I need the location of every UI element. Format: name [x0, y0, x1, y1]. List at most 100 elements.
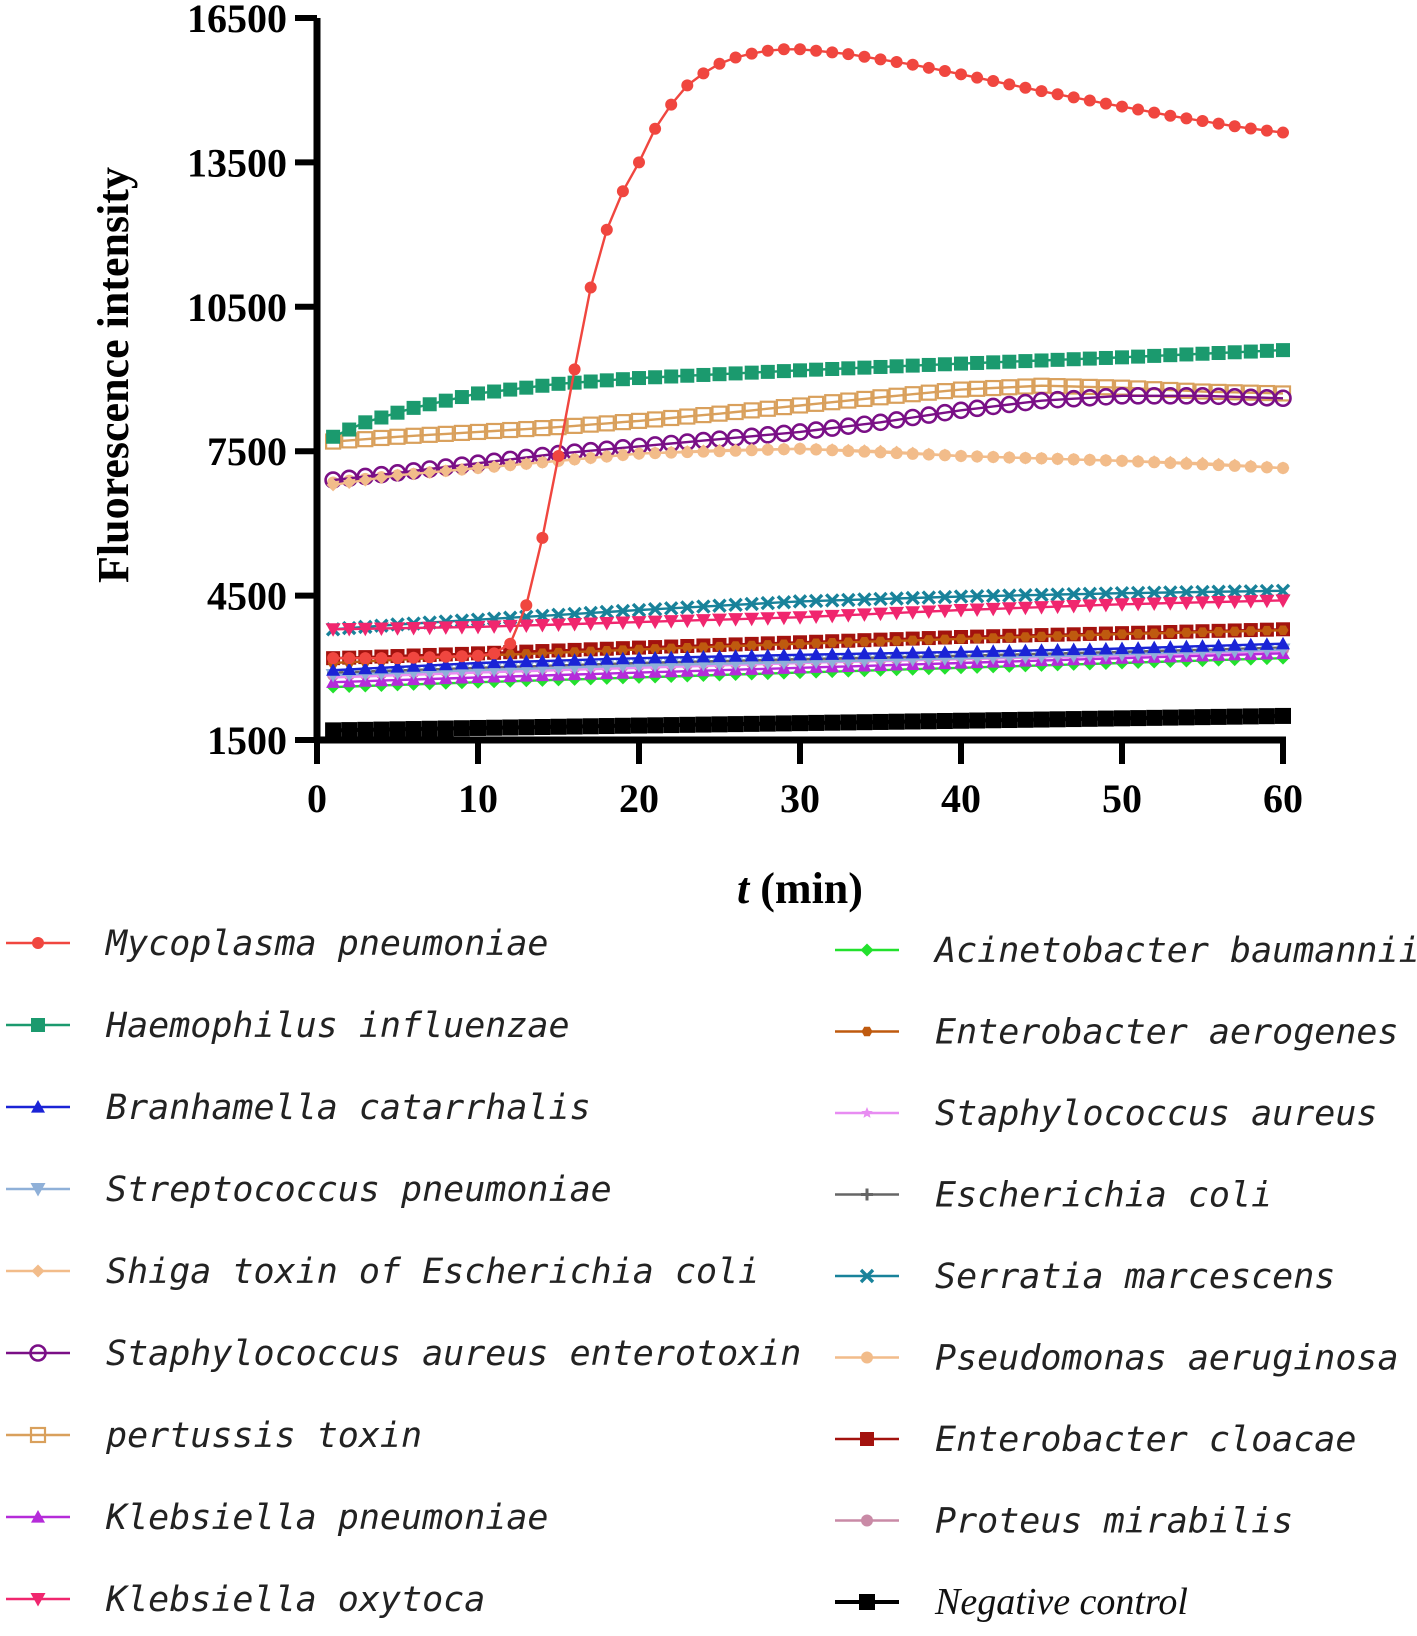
data-point: [857, 444, 871, 458]
data-point: [1019, 81, 1032, 94]
data-point: [406, 621, 422, 636]
legend-item: pertussis toxin: [6, 1416, 422, 1456]
data-point: [1034, 587, 1049, 603]
data-point: [777, 442, 791, 456]
data-point: [857, 592, 872, 607]
legend-item: Enterobacter cloacae: [835, 1420, 1356, 1460]
legend-label: Streptococcus pneumoniae: [106, 1170, 612, 1210]
legend-item: Pseudomonas aeruginosa: [835, 1339, 1399, 1379]
data-point: [1065, 711, 1082, 728]
data-point: [358, 661, 373, 675]
data-point: [552, 450, 565, 463]
data-point: [600, 449, 614, 463]
data-point: [357, 431, 374, 448]
data-point: [1018, 354, 1033, 369]
data-point: [873, 607, 888, 622]
data-point: [697, 642, 709, 652]
data-point: [359, 652, 372, 665]
data-point: [841, 646, 856, 660]
data-point: [921, 645, 936, 659]
data-point: [567, 375, 582, 390]
data-point: [760, 648, 775, 662]
legend-label: Staphylococcus aureus enterotoxin: [106, 1334, 801, 1374]
data-point: [342, 475, 356, 489]
data-point: [503, 655, 518, 668]
data-point: [985, 379, 1002, 397]
data-point: [583, 617, 599, 632]
data-point: [679, 614, 695, 629]
data-point: [873, 646, 888, 659]
data-point: [1001, 379, 1018, 396]
data-point: [454, 621, 470, 635]
data-point: [842, 48, 855, 61]
data-point: [809, 362, 824, 377]
data-point: [904, 386, 921, 403]
data-point: [921, 590, 937, 605]
data-point: [875, 636, 886, 647]
data-point: [1148, 628, 1160, 639]
legend-item: Acinetobacter baumannii: [835, 931, 1417, 971]
data-point: [1050, 587, 1065, 602]
data-point: [954, 644, 968, 658]
data-point: [986, 450, 1000, 464]
legend-label: pertussis toxin: [105, 1416, 422, 1456]
data-point: [406, 659, 421, 672]
data-point: [937, 604, 953, 619]
data-point: [437, 425, 454, 442]
data-point: [1099, 97, 1112, 110]
data-point: [326, 478, 340, 492]
data-point: [358, 415, 373, 430]
data-point: [325, 623, 341, 637]
data-point: [519, 654, 534, 668]
data-point: [487, 655, 502, 669]
data-point: [1050, 600, 1066, 615]
data-point: [1211, 638, 1226, 652]
data-point: [504, 637, 517, 650]
data-point: [712, 613, 727, 628]
data-point: [584, 451, 598, 465]
data-point: [743, 402, 760, 419]
data-point: [762, 640, 774, 650]
data-point: [502, 421, 519, 439]
data-point: [535, 378, 550, 393]
data-point: [1244, 122, 1257, 135]
data-point: [952, 401, 970, 420]
data-point: [647, 615, 663, 630]
data-point: [325, 722, 342, 739]
data-point: [550, 718, 567, 735]
data-point: [1083, 453, 1097, 467]
data-point: [746, 640, 758, 651]
data-point: [1245, 626, 1257, 636]
data-point: [454, 390, 469, 405]
x-axis-title-unit: (min): [749, 864, 863, 913]
data-point: [422, 397, 437, 412]
data-point: [1003, 632, 1015, 643]
legend-label: Mycoplasma pneumoniae: [104, 924, 549, 964]
legend-item: Klebsiella pneumoniae: [6, 1498, 549, 1538]
data-point: [453, 720, 470, 737]
y-tick-label: 10500: [187, 285, 287, 330]
data-point: [341, 722, 358, 739]
data-point: [566, 718, 583, 735]
data-point: [665, 643, 677, 654]
data-point: [327, 652, 340, 665]
data-point: [664, 369, 679, 384]
data-point: [905, 590, 920, 606]
data-point: [824, 593, 840, 608]
data-point: [664, 445, 678, 459]
data-point: [1146, 597, 1162, 611]
data-point: [1180, 627, 1192, 638]
data-point: [1082, 642, 1097, 655]
data-point: [357, 721, 374, 738]
legend-swatch-marker: [861, 1514, 873, 1527]
data-point: [663, 601, 679, 616]
data-point: [1148, 106, 1161, 119]
data-point: [970, 355, 985, 370]
data-point: [681, 79, 694, 92]
data-point: [905, 606, 921, 620]
data-point: [534, 719, 551, 736]
data-point: [713, 57, 726, 70]
data-point: [1051, 452, 1065, 466]
data-point: [1066, 352, 1081, 367]
data-point: [744, 648, 759, 662]
